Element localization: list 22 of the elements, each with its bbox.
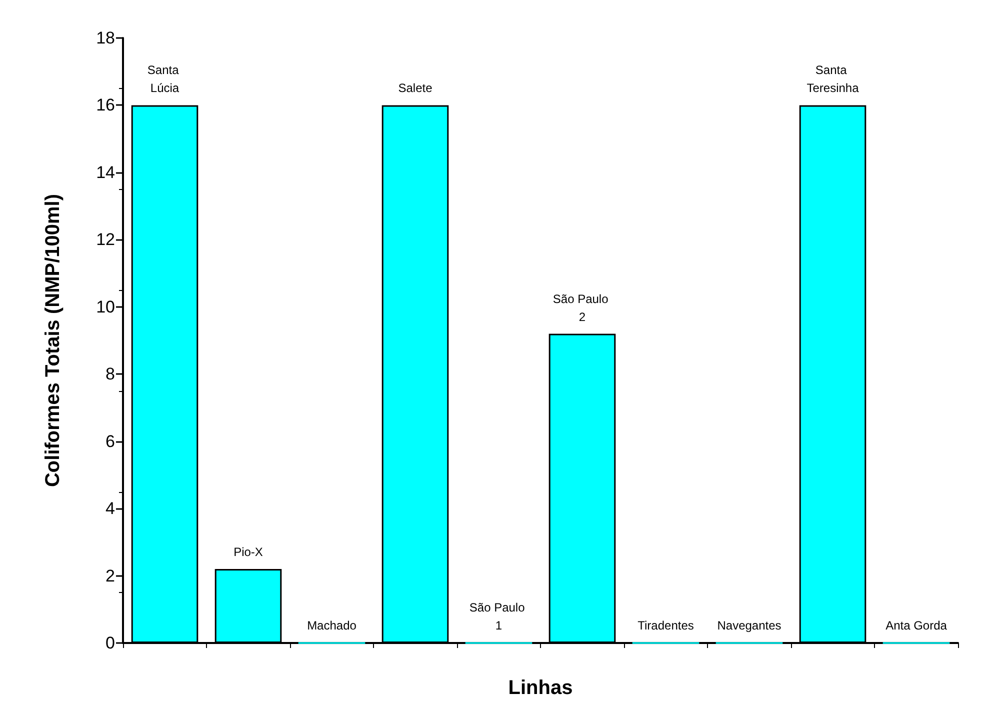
x-tick-label: Anta Gorda <box>886 618 948 632</box>
y-tick-label: 10 <box>96 297 115 316</box>
y-tick-label: 12 <box>96 230 115 250</box>
y-tick-label: 14 <box>96 162 115 182</box>
x-axis-title: Linhas <box>508 677 573 699</box>
y-tick-label: 8 <box>106 364 115 384</box>
x-tick-label: Salete <box>398 81 433 96</box>
y-tick-label: 0 <box>106 634 115 652</box>
x-tick-label: Santa Lúcia <box>147 63 182 96</box>
y-tick-label: 18 <box>96 28 115 48</box>
x-tick-label: São Paulo 1 <box>469 600 528 632</box>
x-tick-label: Machado <box>307 618 357 632</box>
y-tick-label: 16 <box>96 96 115 115</box>
y-tick-label: 2 <box>106 566 115 586</box>
x-tick-label: Tiradentes <box>638 618 694 632</box>
x-tick-label: Santa Teresinha <box>806 63 860 96</box>
x-tick-label: São Paulo 2 <box>552 292 612 324</box>
x-tick-label: Navegantes <box>717 618 782 632</box>
x-tick-label: Pio-X <box>234 545 263 560</box>
y-tick-label: 6 <box>106 432 115 451</box>
y-tick-label: 4 <box>106 499 115 518</box>
y-axis-title: Coliformes Totais (NMP/100ml) <box>42 194 64 488</box>
